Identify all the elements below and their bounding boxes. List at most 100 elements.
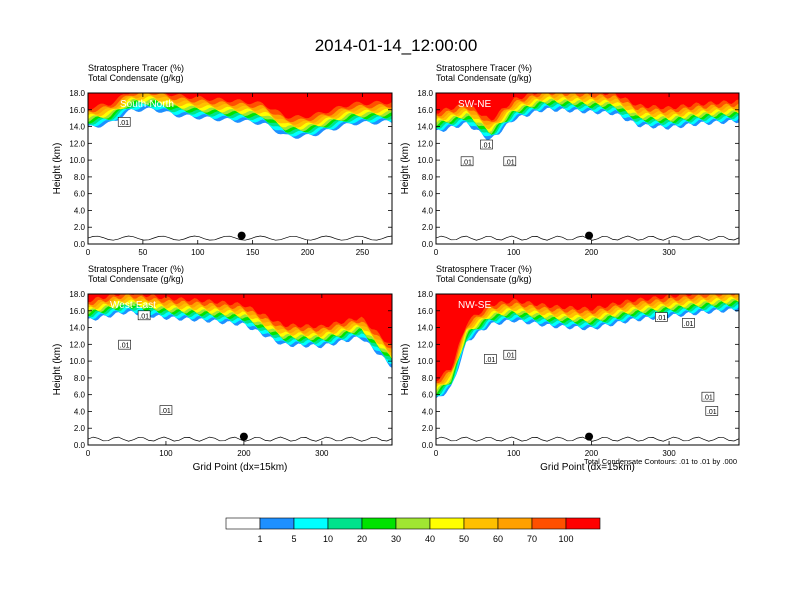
tracer-band-10	[436, 93, 739, 121]
y-tick-label: 10.0	[417, 156, 433, 165]
colorbar-swatch	[565, 517, 601, 530]
y-tick-label: 16.0	[69, 106, 85, 115]
x-tick-label: 50	[138, 248, 147, 257]
figure-title: 2014-01-14_12:00:00	[315, 36, 478, 55]
contour-label: .01	[701, 391, 715, 402]
panel-label: NW-SE	[458, 300, 491, 311]
svg-text:.01: .01	[505, 353, 515, 360]
panels: Stratosphere Tracer (%)Total Condensate …	[52, 63, 740, 473]
panel-4: Stratosphere Tracer (%)Total Condensate …	[400, 264, 740, 473]
x-tick-label: 100	[507, 248, 521, 257]
x-tick-label: 300	[662, 449, 676, 458]
y-tick-label: 14.0	[417, 324, 433, 333]
x-axis-label: Grid Point (dx=15km)	[540, 462, 635, 473]
y-tick-label: 18.0	[417, 89, 433, 98]
panel-2: Stratosphere Tracer (%)Total Condensate …	[400, 63, 740, 257]
x-tick-label: 100	[507, 449, 521, 458]
colorbar-label: 70	[527, 534, 537, 544]
y-tick-label: 18.0	[69, 89, 85, 98]
x-tick-label: 200	[237, 449, 251, 458]
x-tick-label: 200	[585, 248, 599, 257]
y-tick-label: 12.0	[417, 340, 433, 349]
y-tick-label: 2.0	[74, 223, 86, 232]
y-tick-label: 12.0	[69, 340, 85, 349]
svg-text:.01: .01	[462, 159, 472, 166]
contour-label: .01	[503, 349, 517, 360]
panel-title-line1: Stratosphere Tracer (%)	[436, 63, 532, 73]
colorbar-swatch	[225, 517, 261, 530]
location-marker	[237, 231, 246, 240]
colorbar-swatch	[463, 517, 499, 530]
y-axis-label: Height (km)	[400, 344, 411, 396]
y-tick-label: 8.0	[422, 374, 434, 383]
plot-frame	[435, 293, 740, 446]
colorbar: 1 5 10 20 30 40 50 60 70 100	[225, 517, 601, 544]
tracer-band-10	[88, 93, 392, 119]
tracer-band-10	[436, 294, 739, 382]
x-tick-label: 0	[434, 248, 439, 257]
panel-label: SW-NE	[458, 99, 491, 110]
tracer-band-10	[88, 294, 392, 345]
tracer-band-2	[436, 294, 739, 397]
x-tick-label: 200	[585, 449, 599, 458]
colorbar-label: 40	[425, 534, 435, 544]
x-tick-label: 100	[191, 248, 205, 257]
colorbar-label: 20	[357, 534, 367, 544]
x-tick-label: 0	[86, 449, 91, 458]
colorbar-swatch	[497, 517, 533, 530]
svg-text:.01: .01	[161, 408, 171, 415]
panel-title-line1: Stratosphere Tracer (%)	[88, 264, 184, 274]
x-tick-label: 0	[86, 248, 91, 257]
x-tick-label: 300	[315, 449, 329, 458]
panel-1: Stratosphere Tracer (%)Total Condensate …	[52, 63, 393, 257]
svg-text:.01: .01	[139, 313, 149, 320]
contour-label: .01	[484, 354, 497, 364]
condensate-contour	[88, 235, 392, 241]
y-tick-label: 18.0	[417, 290, 433, 299]
y-tick-label: 4.0	[422, 206, 434, 215]
panel-3: Stratosphere Tracer (%)Total Condensate …	[52, 264, 393, 473]
colorbar-swatch	[293, 517, 329, 530]
y-tick-label: 8.0	[422, 173, 434, 182]
location-marker	[585, 231, 594, 240]
svg-text:.01: .01	[707, 409, 717, 416]
contour-label: .01	[503, 156, 517, 166]
y-tick-label: 4.0	[74, 206, 86, 215]
svg-text:.01: .01	[120, 343, 130, 350]
contour-label: .01	[137, 310, 151, 320]
plot-frame	[87, 293, 393, 446]
panel-title-line2: Total Condensate (g/kg)	[88, 274, 184, 284]
svg-text:.01: .01	[505, 159, 515, 166]
y-tick-label: 12.0	[417, 139, 433, 148]
x-tick-label: 250	[356, 248, 370, 257]
x-axis-label: Grid Point (dx=15km)	[193, 462, 288, 473]
svg-text:.01: .01	[703, 395, 713, 402]
colorbar-label: 30	[391, 534, 401, 544]
y-tick-label: 10.0	[69, 156, 85, 165]
colorbar-swatch	[395, 517, 431, 530]
y-tick-label: 6.0	[422, 190, 434, 199]
footnote: Total Condensate Contours: .01 to .01 by…	[584, 457, 737, 466]
y-tick-label: 0.0	[74, 240, 86, 249]
plot-frame	[87, 92, 393, 245]
panel-title-line2: Total Condensate (g/kg)	[436, 73, 532, 83]
y-tick-label: 6.0	[422, 391, 434, 400]
contour-label: .01	[480, 139, 493, 150]
y-tick-label: 8.0	[74, 173, 86, 182]
panel-title-line1: Stratosphere Tracer (%)	[88, 63, 184, 73]
x-tick-label: 200	[301, 248, 315, 257]
contour-label: .01	[460, 156, 474, 166]
tracer-field	[436, 93, 739, 244]
y-tick-label: 16.0	[417, 307, 433, 316]
colorbar-swatch	[429, 517, 465, 530]
y-tick-label: 4.0	[74, 407, 86, 416]
y-tick-label: 2.0	[422, 223, 434, 232]
panel-title-line2: Total Condensate (g/kg)	[436, 274, 532, 284]
y-axis-label: Height (km)	[52, 143, 63, 195]
y-tick-label: 16.0	[417, 106, 433, 115]
y-tick-label: 12.0	[69, 139, 85, 148]
svg-text:.01: .01	[119, 120, 129, 127]
y-tick-label: 4.0	[422, 407, 434, 416]
contour-label: .01	[682, 318, 695, 328]
y-tick-label: 18.0	[69, 290, 85, 299]
